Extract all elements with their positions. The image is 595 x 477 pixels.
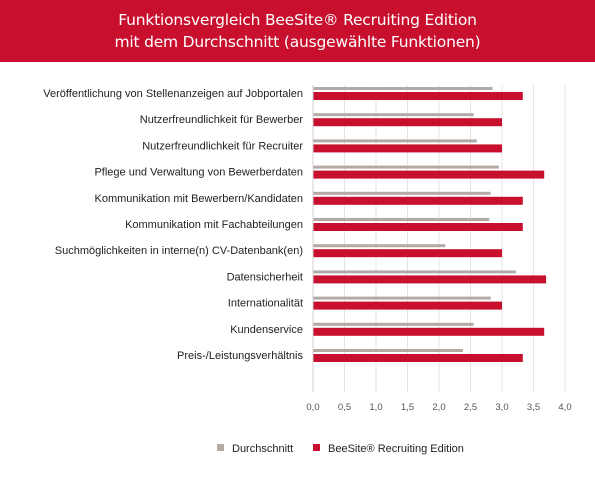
category-label: Suchmöglichkeiten in interne(n) CV-Daten… (55, 245, 303, 257)
bar-average (313, 296, 491, 300)
header-banner: Funktionsvergleich BeeSite® Recruiting E… (0, 0, 595, 62)
category-label: Preis-/Leistungsverhältnis (177, 350, 303, 362)
x-tick-label: 0,5 (338, 402, 351, 413)
legend-item-average: Durchschnitt (217, 443, 293, 455)
category-label: Kundenservice (230, 324, 303, 336)
bar-average (313, 218, 490, 221)
category-label: Nutzerfreundlichkeit für Recruiter (142, 140, 303, 152)
bar-chart: Veröffentlichung von Stellenanzeigen auf… (43, 85, 572, 413)
x-tick-label: 2,0 (432, 402, 445, 413)
bar-average (313, 244, 446, 248)
category-label: Nutzerfreundlichkeit für Bewerber (140, 114, 304, 126)
bar-average (313, 113, 474, 117)
bar-beesite (313, 354, 523, 362)
x-tick-label: 3,0 (495, 402, 508, 413)
bar-beesite (313, 144, 502, 153)
bar-beesite (313, 275, 547, 284)
bar-average (313, 139, 477, 143)
gridlines (344, 85, 566, 392)
bar-beesite (313, 170, 545, 179)
bar-beesite (313, 249, 502, 258)
bar-beesite (313, 301, 502, 310)
x-tick-label: 3,5 (527, 402, 540, 413)
bar-beesite (313, 118, 502, 127)
legend-swatch-beesite (313, 444, 320, 451)
category-label: Kommunikation mit Bewerbern/Kandidaten (94, 193, 303, 205)
legend-swatch-average (217, 444, 224, 451)
bar-average (313, 349, 463, 352)
bar-beesite (313, 327, 545, 336)
category-label: Internationalität (228, 298, 303, 310)
bar-beesite (313, 92, 523, 100)
legend-label-beesite: BeeSite® Recruiting Edition (328, 443, 464, 455)
category-label: Kommunikation mit Fachabteilungen (125, 219, 303, 231)
bar-average (313, 165, 499, 169)
bars (313, 87, 547, 362)
x-tick-label: 4,0 (558, 402, 571, 413)
bar-average (313, 191, 491, 195)
legend: Durchschnitt BeeSite® Recruiting Edition (0, 443, 595, 459)
category-labels: Veröffentlichung von Stellenanzeigen auf… (43, 88, 303, 362)
x-tick-label: 1,0 (369, 402, 382, 413)
bar-beesite (313, 196, 523, 205)
legend-label-average: Durchschnitt (232, 443, 294, 455)
chart-title-line-1: Funktionsvergleich BeeSite® Recruiting E… (118, 11, 477, 29)
x-tick-labels: 0,0 0,5 1,0 1,5 2,0 2,5 3,0 3,5 4,0 (306, 402, 571, 413)
category-label: Datensicherheit (227, 271, 303, 283)
legend-item-beesite: BeeSite® Recruiting Edition (313, 443, 464, 455)
category-label: Veröffentlichung von Stellenanzeigen auf… (43, 88, 303, 100)
x-tick-label: 0,0 (306, 402, 319, 413)
chart-title-line-2: mit dem Durchschnitt (ausgewählte Funkti… (114, 33, 481, 51)
bar-average (313, 270, 516, 274)
x-tick-label: 2,5 (464, 402, 477, 413)
category-label: Pflege und Verwaltung von Bewerberdaten (94, 167, 303, 179)
bar-average (313, 87, 493, 90)
x-tick-label: 1,5 (401, 402, 414, 413)
bar-beesite (313, 223, 523, 231)
bar-average (313, 322, 474, 326)
